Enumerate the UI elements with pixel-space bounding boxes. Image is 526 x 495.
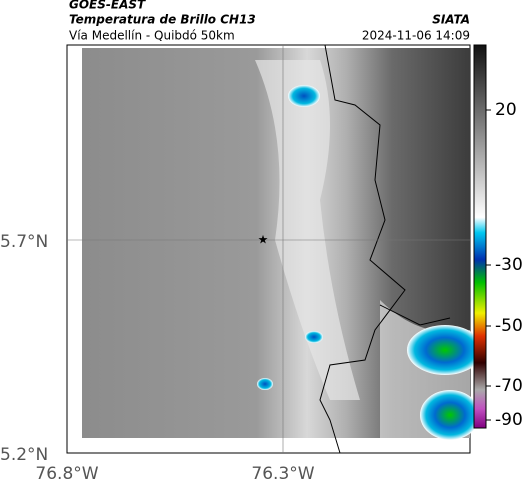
- lat-label: 5.2°N: [0, 445, 48, 465]
- source: GOES-EAST: [69, 0, 146, 12]
- product: Temperatura de Brillo CH13: [69, 13, 256, 27]
- map: ★: [66, 44, 483, 454]
- colorbar-label: 20: [495, 100, 517, 120]
- colorbar-label: -50: [495, 316, 523, 336]
- cold-cloud: [420, 390, 480, 440]
- region: Vía Medellín - Quibdó 50km: [69, 29, 235, 43]
- org: SIATA: [432, 13, 470, 27]
- cold-cloud: [407, 325, 483, 375]
- lon-label: 76.8°W: [35, 464, 98, 484]
- colorbar-label: -70: [495, 376, 523, 396]
- cloud-band: [255, 60, 360, 400]
- cold-cloud: [305, 331, 323, 343]
- boundary: [319, 44, 406, 454]
- colorbar: [473, 44, 487, 429]
- boundary: [379, 304, 451, 326]
- station-marker: ★: [258, 233, 269, 247]
- cold-cloud: [288, 85, 320, 107]
- cold-cloud: [257, 378, 273, 390]
- colorbar-label: -30: [495, 255, 523, 275]
- lat-label: 5.7°N: [0, 232, 48, 252]
- colorbar-label: -90: [495, 410, 523, 430]
- timestamp: 2024-11-06 14:09: [362, 29, 470, 43]
- colorbar-ticks: 20 -30 -50 -70 -90: [486, 100, 523, 430]
- lon-label: 76.3°W: [251, 464, 314, 484]
